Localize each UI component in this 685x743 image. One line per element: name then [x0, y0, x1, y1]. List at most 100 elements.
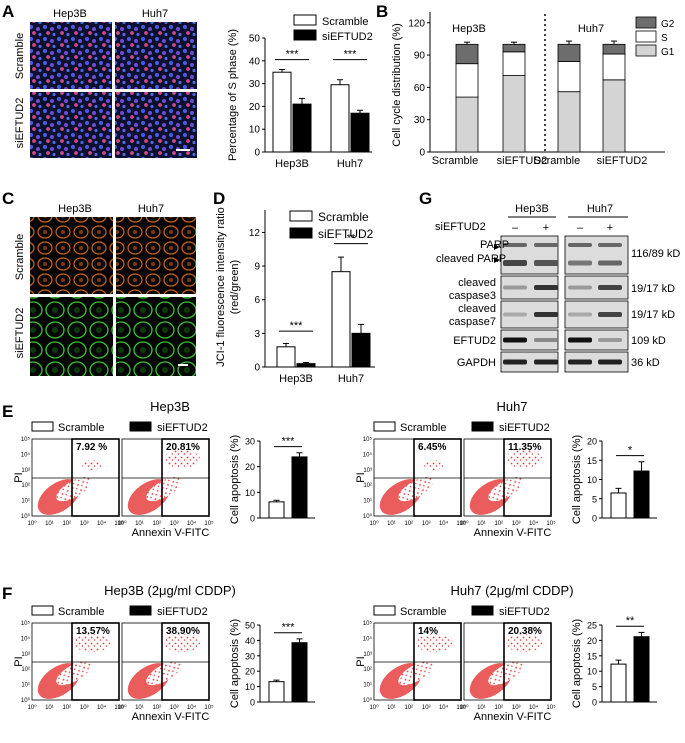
apoptosis-gate	[413, 622, 462, 701]
flow-population-scatter	[398, 660, 434, 686]
y-tick-label: 30	[249, 79, 261, 90]
legend-label-siEFTUD2: siEFTUD2	[499, 422, 550, 434]
apoptosis-percent: 7.92 %	[76, 442, 107, 453]
blot-band	[503, 260, 527, 266]
stacked-bar-G1	[557, 91, 581, 153]
band-label-cleaved-3: cleaved	[458, 277, 496, 289]
blot-band	[568, 285, 592, 290]
significance-stars: ***	[282, 436, 296, 448]
apoptosis-percent: 38.90%	[166, 626, 200, 637]
flow-y-label: PI	[13, 656, 25, 666]
legend-label-scramble: Scramble	[400, 606, 446, 618]
y-tick-label: 20	[587, 636, 597, 646]
legend-swatch-scramble	[31, 605, 54, 616]
x-tick-label: siEFTUD2	[497, 155, 548, 167]
band-label-gapdh: GAPDH	[457, 357, 496, 369]
legend-swatch-scramble	[289, 210, 313, 222]
flow-population-scatter	[146, 660, 182, 686]
apoptosis-percent: 13.57%	[76, 626, 110, 637]
flow-x-tick: 10²	[62, 705, 71, 711]
flow-x-tick: 10³	[512, 521, 521, 527]
flow-y-tick: 10⁰	[363, 697, 373, 704]
legend-swatch	[635, 30, 657, 43]
bar	[272, 71, 292, 153]
apoptosis-gate	[71, 622, 120, 701]
y-tick-label: 12	[249, 228, 261, 239]
apoptosis-gate	[161, 622, 210, 701]
arrow-icon	[494, 244, 500, 250]
blot-band	[568, 243, 592, 247]
y-axis-label: Percentage of S phase (%)	[227, 29, 239, 161]
a-row-siEFTUD2: siEFTUD2	[14, 98, 26, 149]
stacked-bar-G2	[602, 43, 626, 55]
y-tick-label: 120	[408, 18, 425, 29]
flow-x-tick: 10¹	[387, 705, 396, 711]
flow-x-tick: 10⁵	[114, 704, 124, 711]
apoptosis-percent: 11.35%	[508, 442, 541, 453]
bar	[351, 332, 371, 368]
flow-x-tick: 10⁴	[187, 520, 197, 527]
blot-band	[534, 359, 558, 365]
flow-y-tick: 10⁵	[363, 620, 373, 627]
flow-x-tick: 10²	[152, 705, 161, 711]
y-tick-label: 9	[254, 262, 260, 273]
legend-label-scramble: Scramble	[400, 422, 446, 434]
legend-label-siEFTUD2: siEFTUD2	[499, 606, 550, 618]
flow-y-tick: 10³	[21, 468, 30, 474]
blot-band	[598, 243, 622, 247]
band-label-caspase3: caspase3	[449, 290, 496, 302]
y-tick-label: 0	[254, 148, 260, 159]
blot-strip	[564, 329, 629, 351]
flow-x-tick: 10⁴	[529, 704, 539, 711]
blot-band	[503, 359, 527, 365]
flow-x-tick: 10¹	[477, 521, 486, 527]
band-size-label: 36 kD	[631, 357, 660, 369]
flow-title: Huh7 (2μg/ml CDDP)	[450, 583, 573, 598]
legend-swatch-siEFTUD2	[129, 421, 152, 432]
stacked-bar-S	[602, 53, 626, 81]
legend-label-scramble: Scramble	[58, 606, 104, 618]
bar	[633, 470, 650, 519]
blot-band	[568, 337, 592, 343]
flow-x-label: Annexin V-FITC	[474, 527, 552, 539]
flow-population-apoptotic	[506, 450, 542, 468]
blot-band	[568, 359, 592, 365]
flow-population-apoptotic	[424, 460, 444, 470]
panel-letter-f: F	[2, 584, 12, 603]
a-col-hep3b: Hep3B	[53, 8, 87, 20]
flow-x-tick: 10⁴	[439, 520, 449, 527]
blot-band	[534, 338, 558, 342]
flow-x-tick: 10³	[512, 705, 521, 711]
y-tick-label: 30	[414, 115, 426, 126]
band-label-caspase7: caspase7	[449, 316, 496, 328]
panel-letter-e: E	[2, 402, 13, 421]
bar	[331, 271, 351, 368]
stacked-bar-G2	[455, 43, 479, 65]
flow-x-tick: 10⁵	[204, 704, 214, 711]
y-tick-label: 6	[254, 295, 260, 306]
blot-band	[503, 285, 527, 290]
legend-swatch-scramble	[373, 421, 396, 432]
flow-population-scatter	[398, 476, 434, 502]
significance-stars: **	[347, 233, 356, 245]
flow-y-tick: 10⁵	[21, 436, 31, 443]
flow-population-scatter	[56, 476, 92, 502]
flow-x-tick: 10⁵	[456, 520, 466, 527]
legend-label: S	[661, 33, 668, 44]
flow-x-tick: 10²	[494, 521, 503, 527]
scale-bar-a	[176, 149, 190, 151]
blot-sign: +	[543, 222, 549, 234]
flow-population-scatter	[146, 476, 182, 502]
y-tick-label: 90	[414, 51, 426, 62]
flow-y-tick: 10⁵	[363, 436, 373, 443]
panel-letter-d: D	[213, 189, 225, 208]
jc1-image-c3	[30, 297, 113, 376]
band-size-label: 19/17 kD	[631, 283, 675, 295]
blot-row-label: siEFTUD2	[435, 221, 486, 233]
blot-band	[534, 285, 558, 290]
bar-y-label: Cell apoptosis (%)	[229, 435, 241, 524]
blot-band	[503, 337, 527, 343]
flow-x-tick: 10³	[80, 705, 89, 711]
blot-band	[598, 338, 622, 342]
